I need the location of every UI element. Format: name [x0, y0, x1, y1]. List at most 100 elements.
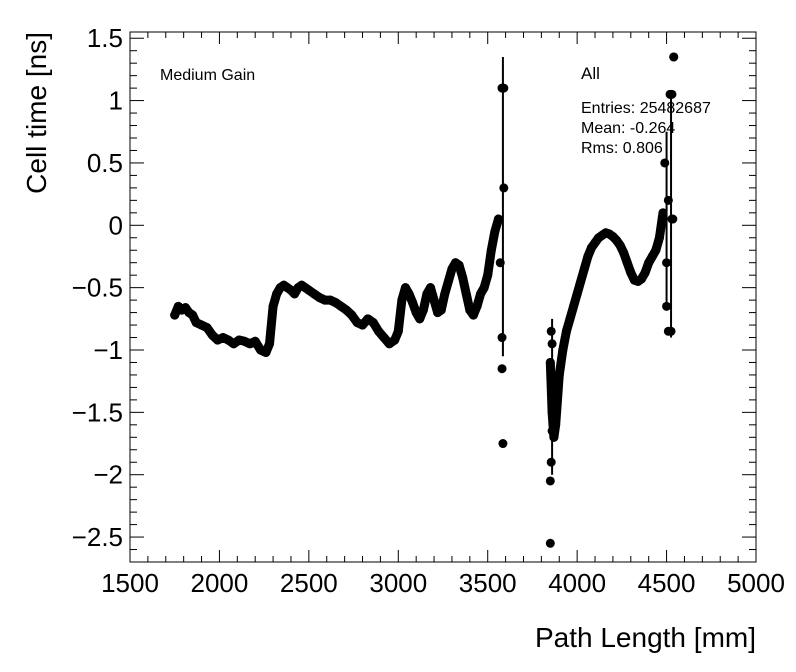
outlier-point: [499, 83, 509, 93]
data-point: [547, 407, 557, 417]
outlier-point: [497, 333, 507, 343]
data-point: [658, 208, 668, 218]
x-axis-title: Path Length [mm]: [535, 622, 756, 653]
data-point: [569, 301, 579, 311]
data-point: [390, 335, 400, 345]
data-point: [429, 295, 439, 305]
data-point: [579, 264, 589, 274]
data-point: [558, 345, 568, 355]
stats-box: All Entries: 25482687 Mean: -0.264 Rms: …: [581, 64, 711, 157]
axis-layer: 1500 2000 2500 3000 3500 4000 4500 5000 −2.5 −2 −1…: [72, 23, 785, 598]
data-point: [493, 214, 503, 224]
x-tick-label: 1500: [101, 568, 159, 598]
data-point: [458, 273, 468, 283]
data-point: [499, 183, 509, 193]
x-tick-label: 5000: [727, 568, 785, 598]
stats-title: All: [581, 64, 600, 83]
data-point: [662, 258, 672, 268]
data-point: [483, 270, 493, 280]
data-point: [660, 158, 670, 168]
data-point: [379, 333, 389, 343]
y-tick-label: 1.5: [87, 23, 123, 53]
y-axis-title: Cell time [ns]: [21, 32, 52, 194]
outlier-point: [547, 339, 557, 349]
data-point: [479, 283, 489, 293]
outlier-point: [545, 476, 555, 486]
x-tick-label: 2000: [191, 568, 249, 598]
data-point: [358, 320, 368, 330]
y-tick-label: −0.5: [72, 273, 123, 303]
data-point: [640, 268, 650, 278]
outlier-point: [666, 326, 676, 336]
data-point: [583, 251, 593, 261]
data-point: [202, 323, 212, 333]
data-point: [170, 310, 180, 320]
data-point: [561, 326, 571, 336]
data-point: [576, 276, 586, 286]
data-point: [347, 310, 357, 320]
data-point: [622, 258, 632, 268]
data-point: [443, 276, 453, 286]
data-point: [261, 347, 271, 357]
data-point: [374, 326, 384, 336]
outlier-point: [669, 52, 679, 62]
x-tick-label: 4500: [638, 568, 696, 598]
data-point: [454, 260, 464, 270]
data-point: [663, 195, 673, 205]
outlier-point: [668, 214, 678, 224]
data-point: [418, 305, 428, 315]
data-point: [572, 289, 582, 299]
data-point: [404, 289, 414, 299]
stats-entries: Entries: 25482687: [581, 100, 711, 117]
data-point: [552, 395, 562, 405]
data-point: [425, 283, 435, 293]
data-point: [265, 339, 275, 349]
data-point: [250, 336, 260, 346]
data-point: [654, 233, 664, 243]
y-tick-label: 0: [109, 210, 123, 240]
y-tick-label: −2: [93, 460, 123, 490]
y-tick-label: 1: [109, 86, 123, 116]
data-point: [554, 370, 564, 380]
data-point: [436, 305, 446, 315]
data-point: [461, 289, 471, 299]
stats-mean: Mean: -0.264: [581, 120, 675, 137]
data-point: [368, 318, 378, 328]
data-point: [626, 268, 636, 278]
y-tick-label: 0.5: [87, 148, 123, 178]
plot-frame: [129, 31, 757, 563]
x-tick-label: 3000: [369, 568, 427, 598]
data-point: [393, 326, 403, 336]
x-tick-label: 3500: [459, 568, 517, 598]
data-point: [619, 248, 629, 258]
outlier-point: [662, 301, 672, 311]
data-point: [408, 298, 418, 308]
y-tick-label: −2.5: [72, 522, 123, 552]
data-point: [415, 314, 425, 324]
data-point: [268, 301, 278, 311]
stats-rms: Rms: 0.806: [581, 140, 663, 157]
outlier-point: [545, 538, 555, 548]
annotation-medium-gain: Medium Gain: [160, 67, 255, 84]
x-tick-label: 4000: [548, 568, 606, 598]
data-point: [545, 357, 555, 367]
outlier-point: [497, 364, 507, 374]
data-point: [472, 301, 482, 311]
outlier-point: [498, 439, 508, 449]
data-point: [490, 227, 500, 237]
data-point: [486, 245, 496, 255]
data-point: [651, 245, 661, 255]
x-tick-label: 2500: [280, 568, 338, 598]
data-point: [468, 310, 478, 320]
data-layer: [170, 52, 679, 548]
outlier-point: [546, 457, 556, 467]
data-point: [565, 314, 575, 324]
y-tick-label: −1.5: [72, 397, 123, 427]
outlier-point: [547, 426, 557, 436]
data-point: [495, 258, 505, 268]
outlier-point: [667, 89, 677, 99]
data-point: [188, 310, 198, 320]
data-point: [615, 240, 625, 250]
data-point: [440, 289, 450, 299]
